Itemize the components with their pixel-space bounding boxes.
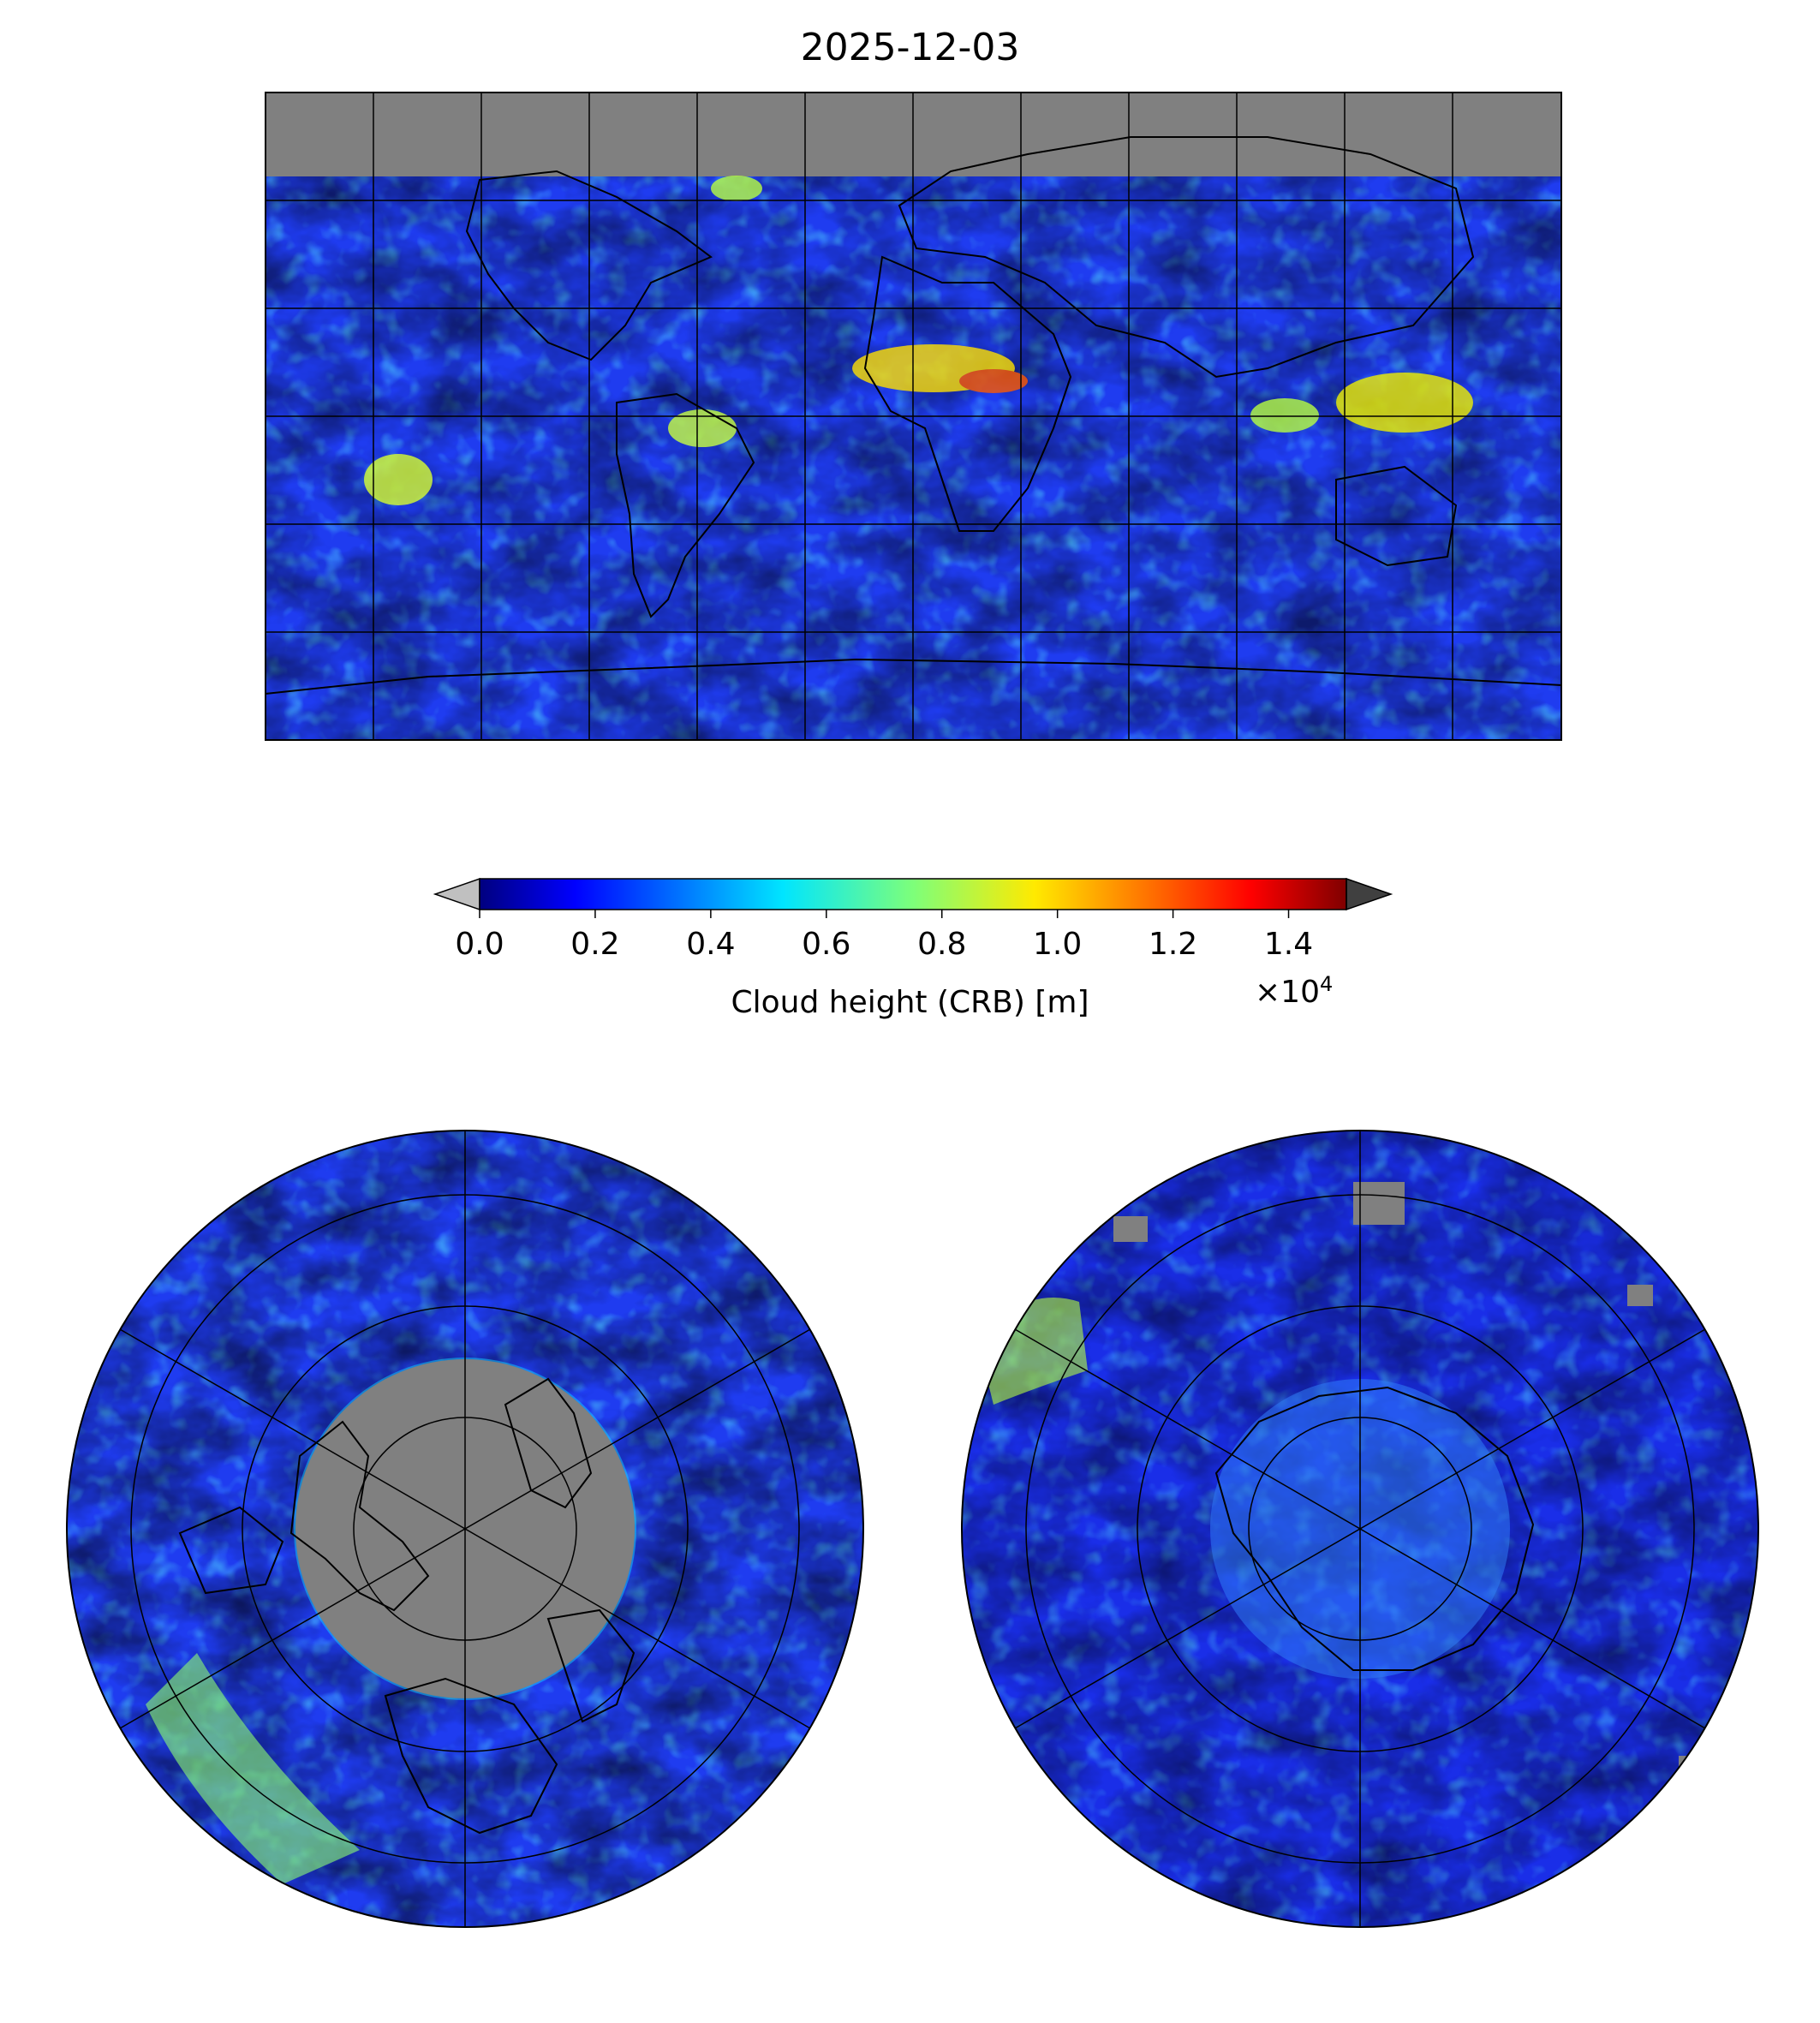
- colorbar-tick-label: 0.0: [455, 927, 504, 962]
- colorbar-multiplier-base: ×10: [1255, 975, 1320, 1010]
- south-polar-frame: [961, 1130, 1759, 1928]
- global-map-frame: [265, 92, 1562, 741]
- colorbar-tick-label: 0.6: [802, 927, 850, 962]
- north-high-cloud-band: [146, 1653, 360, 1884]
- colorbar-tick-label: 0.4: [686, 927, 735, 962]
- colorbar-tick-label: 1.2: [1149, 927, 1197, 962]
- south-graticule: [1014, 1131, 1706, 1927]
- colorbar-tick-label: 0.8: [917, 927, 966, 962]
- global-map: [266, 92, 1561, 740]
- colorbar-extend-max: [1346, 877, 1393, 911]
- colorbar: 0.0 0.2 0.4 0.6 0.8 1.0 1.2 1.4: [433, 877, 1393, 962]
- colorbar-gradient: [480, 879, 1346, 910]
- north-polar-frame: [66, 1130, 864, 1928]
- global-coastlines: [266, 136, 1561, 695]
- colorbar-extend-min: [433, 877, 480, 911]
- colorbar-label: Cloud height (CRB) [m]: [731, 985, 1089, 1020]
- south-polar-map: [962, 1131, 1758, 1927]
- south-coastlines: [1214, 1386, 1535, 1671]
- figure-title: 2025-12-03: [800, 26, 1020, 69]
- colorbar-tick-label: 1.4: [1264, 927, 1313, 962]
- colorbar-tick-label: 0.2: [570, 927, 619, 962]
- global-high-cloud-patches: [364, 176, 1473, 505]
- colorbar-tick-label: 1.0: [1033, 927, 1082, 962]
- colorbar-multiplier: ×104: [1255, 972, 1333, 1010]
- colorbar-multiplier-exponent: 4: [1319, 972, 1334, 996]
- global-graticule: [266, 92, 1561, 740]
- colorbar-ticks: 0.0 0.2 0.4 0.6 0.8 1.0 1.2 1.4: [455, 910, 1313, 962]
- north-graticule: [119, 1131, 811, 1927]
- north-polar-map: [67, 1131, 863, 1927]
- colorbar-frame: [479, 878, 1347, 910]
